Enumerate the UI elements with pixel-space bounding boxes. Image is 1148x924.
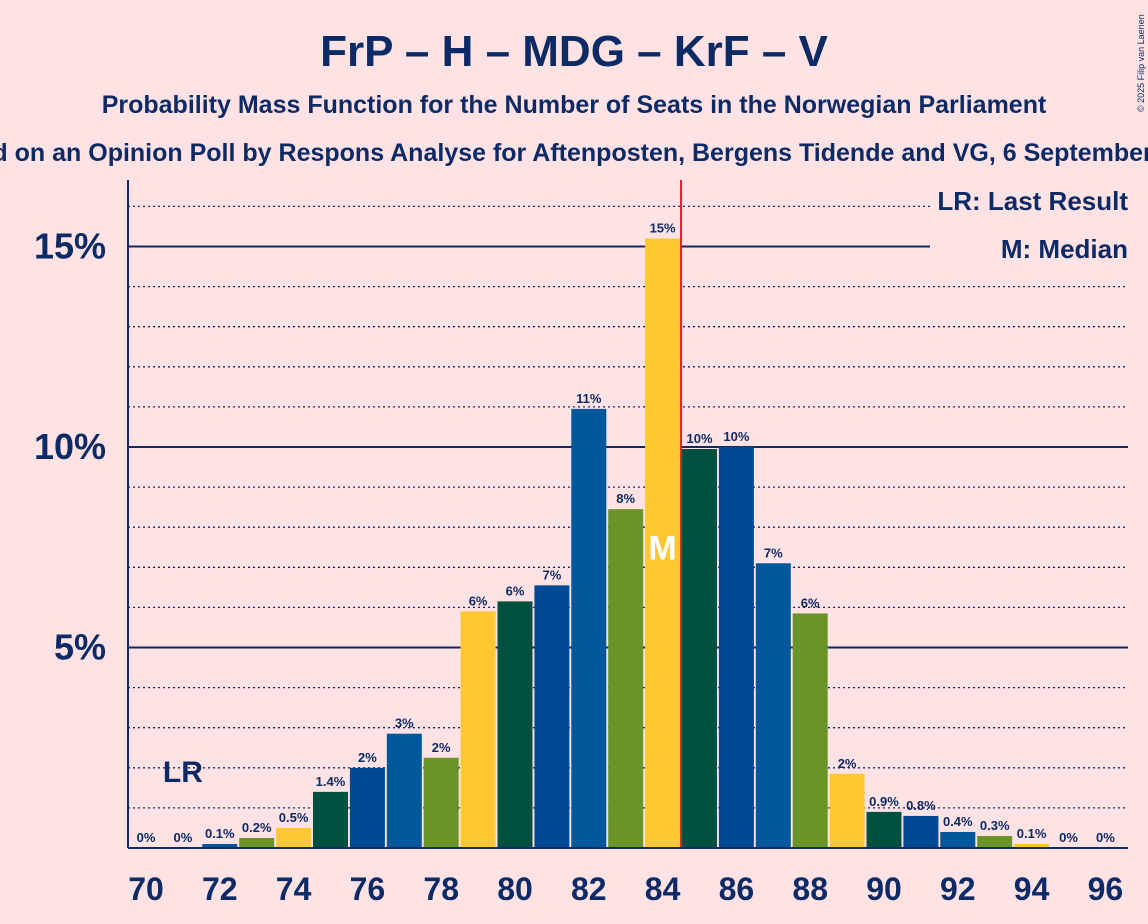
legend-last-result: LR: Last Result [937,186,1128,216]
data-label-seat-80: 6% [506,583,525,598]
x-tick-label: 88 [792,871,828,907]
x-tick-label: 82 [571,871,607,907]
data-label-seat-79: 6% [469,593,488,608]
data-label-seat-87: 7% [764,545,783,560]
bar-seat-76 [349,767,385,848]
data-label-seat-73: 0.2% [242,820,272,835]
x-tick-label: 84 [645,871,681,907]
x-tick-label: 96 [1088,871,1124,907]
y-tick-label: 15% [34,226,106,267]
data-label-seat-82: 11% [576,391,602,406]
data-label-seat-95: 0% [1059,830,1078,845]
data-label-seat-75: 1.4% [316,774,346,789]
last-result-marker: LR [163,756,203,789]
data-label-seat-94: 0.1% [1017,826,1047,841]
bar-seat-91 [903,815,939,848]
chart-subtitle: Probability Mass Function for the Number… [102,91,1047,119]
bar-seat-92 [940,831,976,848]
x-tick-label: 94 [1014,871,1050,907]
bar-seat-83 [608,509,644,848]
bar-seat-86 [718,447,754,848]
data-label-seat-91: 0.8% [906,798,936,813]
data-labels: 0% 0% 0.1% 0.2% 0.5% 1.4% 2% 3% 2% 6% 6% 7% 11% 8% 15%… [137,220,1116,845]
bar-seat-78 [423,757,459,848]
bar-seat-72 [202,843,238,848]
chart-title: FrP – H – MDG – KrF – V [320,27,828,76]
bar-seat-84 [645,238,681,849]
bar-seat-77 [386,733,422,848]
bars [202,238,1050,849]
bar-seat-94 [1014,843,1050,848]
data-label-seat-76: 2% [358,750,377,765]
legend-median: M: Median [1001,234,1128,264]
data-label-seat-78: 2% [432,740,451,755]
x-tick-label: 90 [866,871,902,907]
x-tick-label: 72 [202,871,238,907]
x-tick-label: 92 [940,871,976,907]
x-tick-label: 76 [350,871,386,907]
bar-seat-85 [682,449,717,848]
x-tick-label: 70 [128,871,164,907]
y-tick-label: 5% [54,627,106,668]
bar-seat-93 [977,835,1013,848]
copyright-notice: © 2025 Filip van Laenen [1136,14,1146,112]
data-label-seat-96: 0% [1096,830,1115,845]
y-tick-label: 10% [34,426,106,467]
data-label-seat-93: 0.3% [980,818,1010,833]
legend-background [930,182,1130,268]
bar-seat-80 [497,601,533,848]
bar-seat-79 [460,611,496,848]
data-label-seat-89: 2% [838,756,857,771]
data-label-seat-77: 3% [395,716,414,731]
data-label-seat-85: 10% [686,431,712,446]
axes: 5% 10% 15% 70 72 74 76 78 80 82 84 86 88 90 92 94 96 [34,180,1128,907]
data-label-seat-74: 0.5% [279,810,309,825]
bar-seat-74 [276,827,312,848]
data-label-seat-86: 10% [723,429,749,444]
data-label-seat-72: 0.1% [205,826,235,841]
bar-seat-90 [866,811,902,848]
x-tick-label: 74 [276,871,312,907]
bar-seat-81 [534,585,570,848]
data-label-seat-90: 0.9% [869,794,899,809]
data-label-seat-71: 0% [174,830,193,845]
bar-seat-88 [792,613,828,848]
data-label-seat-83: 8% [616,491,635,506]
bar-seat-75 [313,791,348,848]
bar-seat-73 [239,837,275,848]
x-tick-label: 86 [719,871,755,907]
bar-seat-89 [829,773,865,848]
x-tick-label: 80 [497,871,533,907]
data-label-seat-88: 6% [801,595,820,610]
data-label-seat-70: 0% [137,830,156,845]
data-label-seat-84: 15% [650,220,676,235]
bar-seat-82 [571,408,607,848]
median-marker: M [648,529,676,567]
chart-subtitle-2: Based on an Opinion Poll by Respons Anal… [0,139,1148,167]
data-label-seat-92: 0.4% [943,814,973,829]
bar-seat-87 [755,563,791,848]
x-tick-label: 78 [423,871,459,907]
data-label-seat-81: 7% [543,567,562,582]
